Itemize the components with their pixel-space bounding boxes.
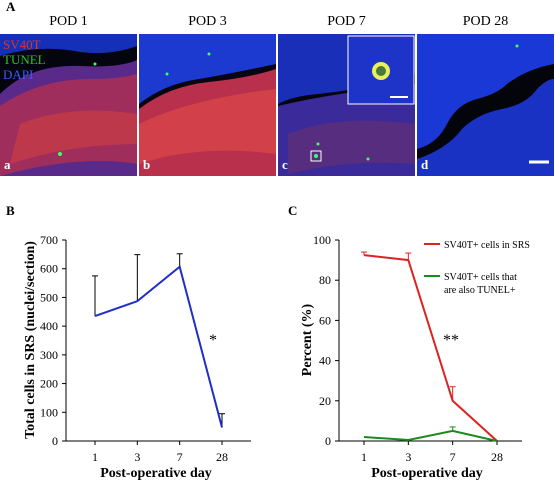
c-xtick-label: 28 [491, 450, 503, 464]
pod-3-title: POD 3 [188, 14, 227, 29]
micrograph-pod-1: SV40T TUNEL DAPI a [0, 34, 137, 176]
pod-28-title: POD 28 [462, 14, 509, 29]
chart-b-total-cells: 0 100 200 300 400 500 600 700 1 3 7 28 * Post-oper… [23, 233, 251, 481]
chart-c-axes [338, 240, 522, 442]
c-ytick-label: 60 [319, 313, 331, 327]
micrograph-pod-7: c [278, 34, 415, 176]
c-xtick-label: 1 [361, 450, 367, 464]
subpanel-b-letter: b [143, 157, 151, 172]
c-ytick-label: 0 [325, 434, 331, 448]
b-xtick-label: 28 [216, 450, 228, 464]
chart-c-xlabel: Post-operative day [371, 466, 483, 481]
c-series-line-1 [363, 254, 498, 442]
chart-c-legend: SV40T+ cells in SRS SV40T+ cells that ar… [424, 240, 530, 296]
b-ytick-label: 500 [40, 290, 58, 304]
c-ytick-label: 40 [319, 354, 331, 368]
pod-1-title: POD 1 [49, 14, 88, 29]
b-ytick-label: 200 [40, 377, 58, 391]
b-ytick-label: 100 [40, 405, 58, 419]
chart-b-series-line [94, 264, 223, 428]
chart-b-annotation: * [209, 332, 217, 349]
b-ytick-label: 700 [40, 233, 58, 247]
b-ytick-label: 0 [52, 434, 58, 448]
micrograph-pod-28: d [417, 34, 554, 176]
b-xtick-label: 1 [92, 450, 98, 464]
legend-sv40t: SV40T [3, 37, 41, 52]
b-ytick-label: 300 [40, 348, 58, 362]
pod-7-title: POD 7 [327, 14, 366, 29]
chart-c-legend-item-1: SV40T+ cells in SRS [444, 240, 530, 251]
subpanel-d-letter: d [421, 157, 429, 172]
chart-c-annotation: ** [443, 332, 459, 349]
b-ytick-label: 600 [40, 262, 58, 276]
b-xtick-label: 3 [134, 450, 140, 464]
c-ytick-label: 100 [313, 233, 331, 247]
chart-c-percent: 0 20 40 60 80 100 1 3 7 28 SV40T+ cells in SRS S… [300, 233, 530, 481]
c-series-line-2 [363, 429, 498, 442]
subpanel-a-letter: a [4, 157, 11, 172]
b-xtick-label: 7 [177, 450, 183, 464]
c-xtick-label: 3 [405, 450, 411, 464]
legend-tunel: TUNEL [3, 52, 46, 67]
c-xtick-label: 7 [450, 450, 456, 464]
chart-c-ylabel: Percent (%) [300, 303, 315, 376]
panel-a-letter: A [6, 0, 16, 14]
legend-dapi: DAPI [3, 67, 34, 82]
panel-b-letter: B [6, 203, 15, 218]
chart-b-xlabel: Post-operative day [100, 466, 212, 481]
micrograph-pod-3: b [139, 34, 276, 176]
chart-b-axes [65, 240, 251, 442]
chart-c-legend-item-2: SV40T+ cells that are also TUNEL+ [444, 272, 519, 296]
c-ytick-label: 80 [319, 273, 331, 287]
b-ytick-label: 400 [40, 319, 58, 333]
c-ytick-label: 20 [319, 394, 331, 408]
chart-b-ylabel: Total cells in SRS (nuclei/section) [23, 241, 38, 439]
subpanel-c-letter: c [282, 157, 288, 172]
panel-c-letter: C [288, 203, 298, 218]
